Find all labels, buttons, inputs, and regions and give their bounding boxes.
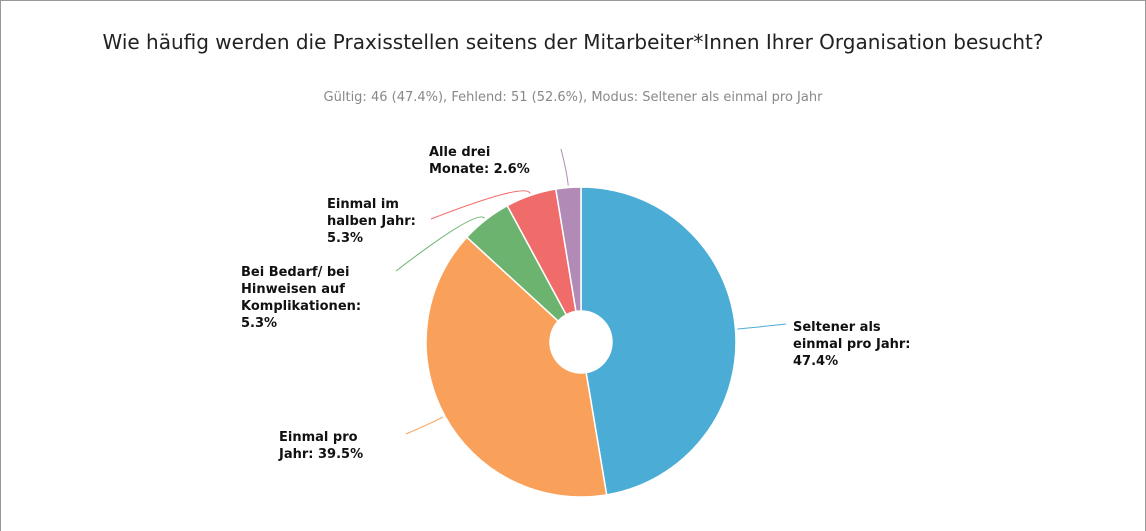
value-label: 47.4% xyxy=(793,354,839,369)
pie-slice xyxy=(580,186,737,496)
value-label: 5.3% xyxy=(241,316,278,331)
slice-label: Alle drei Monate2.6% xyxy=(429,144,554,178)
category-label: Einmal im halben Jahr xyxy=(327,197,416,229)
slice-label: Einmal im halben Jahr 5.3% xyxy=(327,196,432,247)
leader-line xyxy=(560,148,569,186)
chart-subtitle: Gültig: 46 (47.4%), Fehlend: 51 (52.6%),… xyxy=(323,90,823,105)
chart-title: Wie häufig werden die Praxisstellen seit… xyxy=(102,30,1044,54)
category-label: Bei Bedarf/ bei Hinweisen auf Komplikati… xyxy=(241,265,361,314)
value-label: 39.5% xyxy=(318,447,364,462)
slice-label: Einmal pro Jahr39.5% xyxy=(279,429,389,463)
leader-line xyxy=(737,323,787,330)
leader-line xyxy=(405,416,444,435)
pie-slice xyxy=(554,186,582,313)
slice-label: Bei Bedarf/ bei Hinweisen auf Komplikati… xyxy=(241,264,391,332)
slice-label: Seltener als einmal pro Jahr 47.4% xyxy=(793,319,918,370)
category-label: Seltener als einmal pro Jahr xyxy=(793,320,910,352)
value-label: 5.3% xyxy=(327,231,364,246)
leader-line xyxy=(430,190,531,220)
category-label: Alle drei Monate xyxy=(429,145,494,177)
leader-line xyxy=(395,216,485,272)
pie-slice xyxy=(425,236,608,498)
value-label: 2.6% xyxy=(493,162,530,177)
